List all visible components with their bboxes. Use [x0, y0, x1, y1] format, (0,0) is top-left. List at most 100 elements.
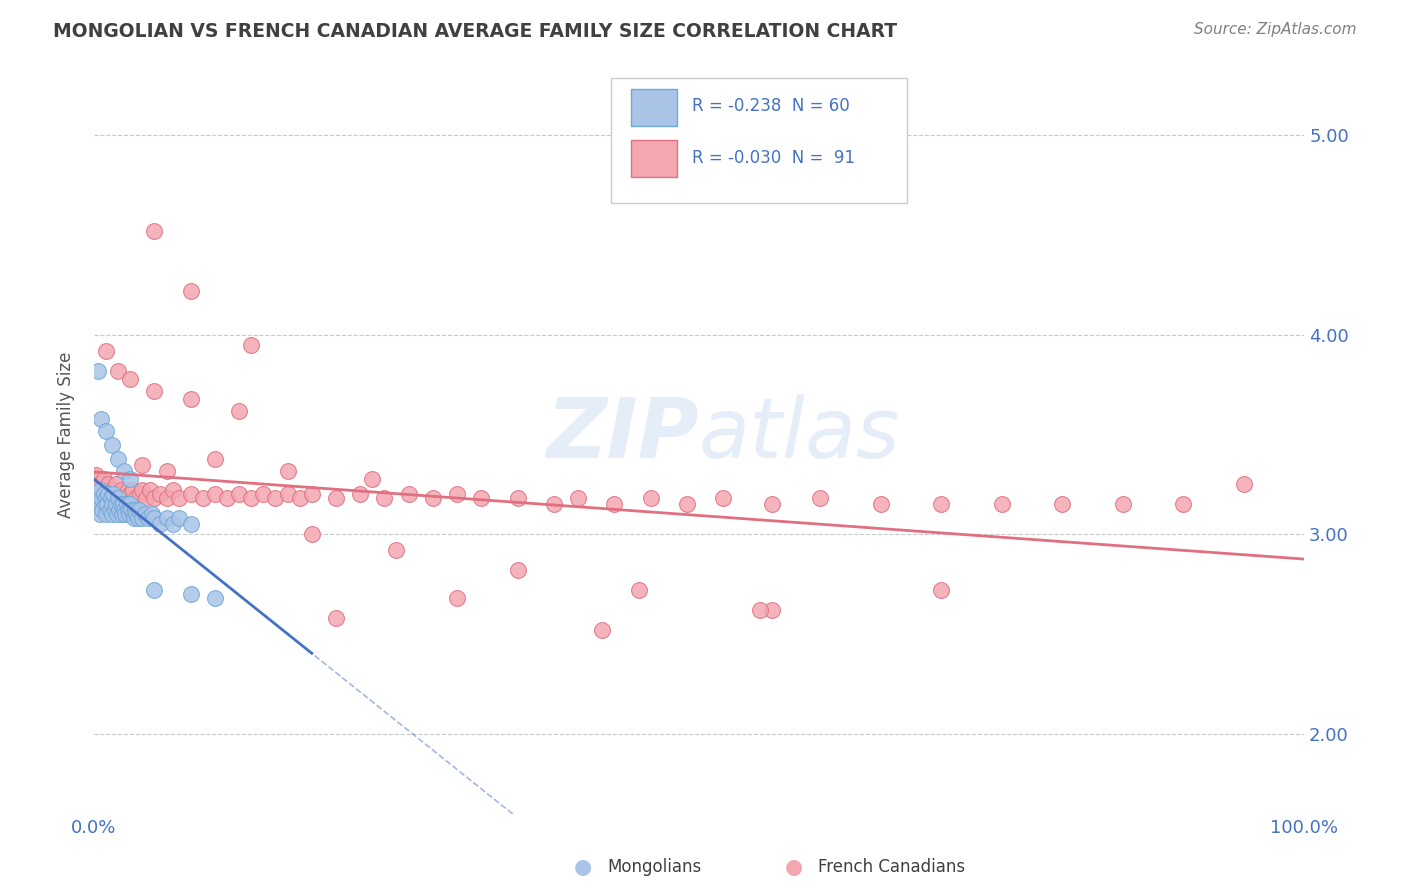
Point — [107, 491, 129, 506]
Point — [143, 384, 166, 398]
Point — [141, 508, 163, 522]
Point — [87, 498, 110, 512]
Point — [135, 491, 157, 506]
Point — [204, 591, 226, 606]
Point — [1233, 477, 1256, 491]
Point — [240, 491, 263, 506]
Point — [325, 611, 347, 625]
Point — [603, 498, 626, 512]
Point — [149, 487, 172, 501]
Text: ZIP: ZIP — [547, 394, 699, 475]
Point — [86, 364, 108, 378]
Point — [86, 491, 108, 506]
Point — [301, 487, 323, 501]
FancyBboxPatch shape — [610, 78, 907, 203]
Point — [215, 491, 238, 506]
Point — [1173, 498, 1195, 512]
Point — [117, 483, 139, 498]
Point — [114, 508, 136, 522]
Text: ●: ● — [786, 857, 803, 877]
Point — [91, 487, 114, 501]
Point — [155, 491, 177, 506]
Text: R = -0.030  N =  91: R = -0.030 N = 91 — [692, 149, 855, 167]
Point — [149, 517, 172, 532]
Point — [143, 491, 166, 506]
Point — [301, 527, 323, 541]
Point — [808, 491, 831, 506]
Point — [506, 491, 529, 506]
Point — [373, 491, 395, 506]
Point — [155, 511, 177, 525]
Point — [112, 491, 135, 506]
Point — [104, 498, 127, 512]
Point — [385, 543, 408, 558]
Point — [94, 498, 117, 512]
Point — [446, 591, 468, 606]
Point — [89, 483, 111, 498]
Point — [94, 424, 117, 438]
Point — [121, 508, 143, 522]
Point — [96, 498, 118, 512]
Point — [929, 498, 952, 512]
Point — [97, 477, 120, 491]
Point — [86, 467, 108, 482]
Point — [120, 498, 142, 512]
Point — [1111, 498, 1133, 512]
Point — [180, 487, 202, 501]
Point — [98, 491, 121, 506]
Point — [422, 491, 444, 506]
Point — [228, 403, 250, 417]
Point — [349, 487, 371, 501]
Point — [180, 517, 202, 532]
Point — [120, 371, 142, 385]
Point — [143, 511, 166, 525]
Point — [90, 411, 112, 425]
Point — [110, 498, 132, 512]
Point — [111, 508, 134, 522]
Point — [131, 511, 153, 525]
Text: Source: ZipAtlas.com: Source: ZipAtlas.com — [1194, 22, 1357, 37]
Point — [155, 463, 177, 477]
Point — [94, 498, 117, 512]
Point — [107, 487, 129, 501]
Point — [117, 503, 139, 517]
Point — [90, 477, 112, 491]
Point — [204, 451, 226, 466]
Point — [228, 487, 250, 501]
Point — [86, 487, 108, 501]
Point — [125, 508, 148, 522]
Point — [87, 471, 110, 485]
Point — [990, 498, 1012, 512]
Point — [288, 491, 311, 506]
Point — [470, 491, 492, 506]
Point — [277, 463, 299, 477]
Text: Mongolians: Mongolians — [607, 858, 702, 876]
Point — [124, 503, 146, 517]
Point — [167, 491, 190, 506]
Point — [143, 583, 166, 598]
Point — [361, 471, 384, 485]
Point — [121, 483, 143, 498]
Point — [398, 487, 420, 501]
Point — [101, 437, 124, 451]
Y-axis label: Average Family Size: Average Family Size — [58, 351, 75, 517]
Point — [446, 487, 468, 501]
Point — [101, 483, 124, 498]
Point — [128, 503, 150, 517]
Point — [264, 491, 287, 506]
Point — [627, 583, 650, 598]
Point — [640, 491, 662, 506]
Point — [94, 491, 117, 506]
Point — [105, 508, 128, 522]
Point — [676, 498, 699, 512]
Point — [127, 511, 149, 525]
Point — [94, 508, 117, 522]
Point — [252, 487, 274, 501]
Point — [111, 498, 134, 512]
Point — [104, 477, 127, 491]
Point — [101, 508, 124, 522]
Point — [180, 392, 202, 406]
Point — [101, 498, 124, 512]
Point — [162, 517, 184, 532]
Point — [91, 503, 114, 517]
